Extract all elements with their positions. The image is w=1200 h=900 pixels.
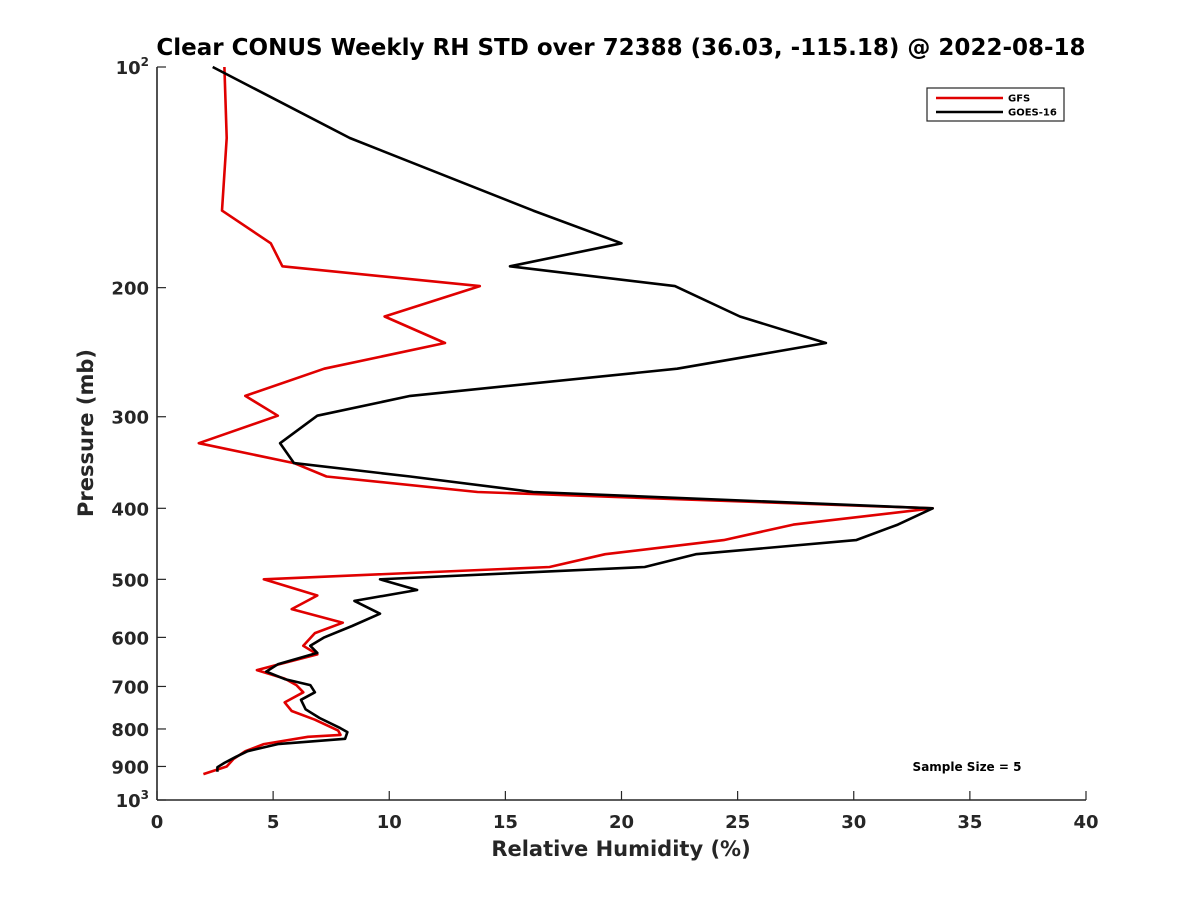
x-tick-label-2: 10 (377, 812, 402, 833)
legend: GFS GOES-16 (926, 87, 1065, 122)
x-axis-ticks: 0 5 10 15 20 25 30 35 40 (151, 791, 1099, 833)
series-line-goes-16 (212, 65, 935, 772)
x-tick-label-0: 0 (151, 812, 164, 833)
x-tick-label-3: 15 (493, 812, 518, 833)
y-tick-label-6: 700 (111, 677, 149, 698)
plot-area: 0 5 10 15 20 25 30 35 40 102 200 300 400 500 600 700 80… (111, 55, 1098, 833)
x-tick-label-5: 25 (725, 812, 750, 833)
x-axis-label: Relative Humidity (%) (491, 837, 750, 861)
y-axis-label: Pressure (mb) (74, 349, 98, 517)
y-tick-label-4: 500 (111, 570, 149, 591)
y-tick-label-0: 102 (116, 55, 149, 79)
y-tick-label-8: 900 (111, 757, 149, 778)
legend-box (926, 87, 1065, 122)
x-tick-label-1: 5 (267, 812, 280, 833)
y-tick-label-7: 800 (111, 720, 149, 741)
y-tick-label-2: 300 (111, 408, 149, 429)
x-tick-label-6: 30 (841, 812, 866, 833)
y-tick-label-3: 400 (111, 499, 149, 520)
y-tick-label-9: 103 (116, 788, 149, 812)
sample-size-annotation: Sample Size = 5 (913, 760, 1022, 774)
x-tick-label-4: 20 (609, 812, 634, 833)
y-tick-label-5: 600 (111, 628, 149, 649)
y-tick-label-1: 200 (111, 279, 149, 300)
x-tick-label-7: 35 (957, 812, 982, 833)
legend-label-1: GOES-16 (1008, 108, 1057, 119)
legend-entries: GFS GOES-16 (936, 94, 1057, 119)
legend-label-0: GFS (1008, 94, 1030, 105)
chart-title: Clear CONUS Weekly RH STD over 72388 (36… (156, 35, 1085, 61)
y-axis-ticks: 102 200 300 400 500 600 700 800 900 103 (111, 55, 166, 812)
series-lines (197, 65, 935, 776)
series-line-gfs (197, 66, 935, 776)
x-tick-label-8: 40 (1073, 812, 1098, 833)
